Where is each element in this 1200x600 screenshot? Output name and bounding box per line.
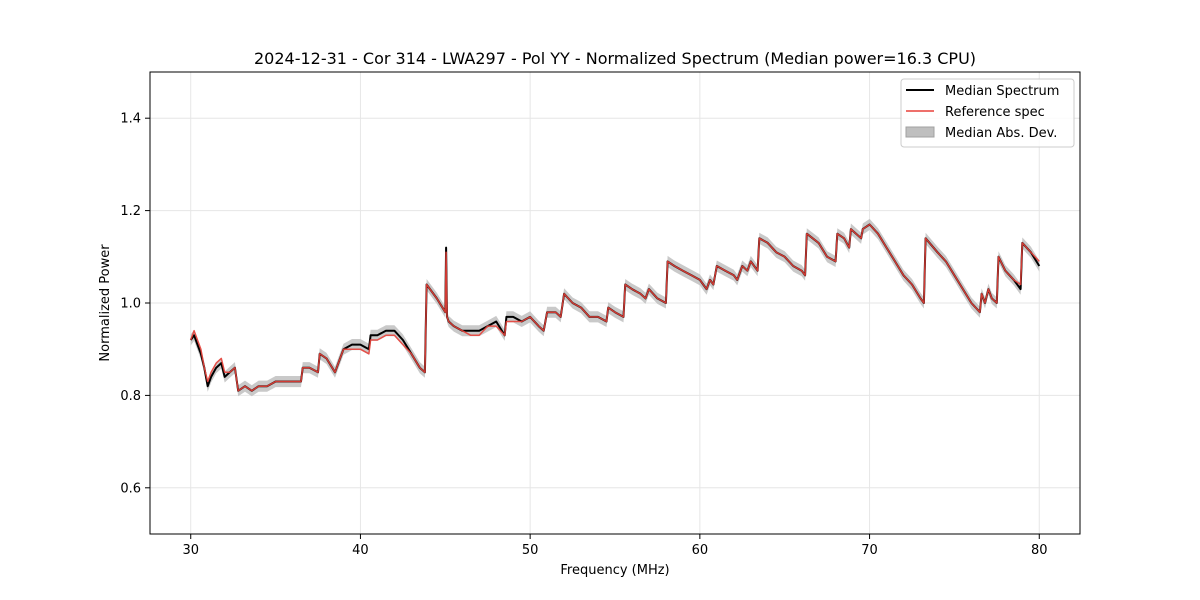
- x-tick-label: 60: [692, 543, 709, 558]
- x-tick-label: 50: [522, 543, 539, 558]
- legend: Median Spectrum Reference spec Median Ab…: [901, 79, 1074, 147]
- chart-title: 2024-12-31 - Cor 314 - LWA297 - Pol YY -…: [254, 49, 976, 68]
- legend-label-reference: Reference spec: [945, 105, 1045, 120]
- x-tick-label: 40: [352, 543, 369, 558]
- y-tick-label: 1.2: [120, 204, 141, 219]
- y-axis-label: Normalized Power: [98, 244, 113, 362]
- y-tick-label: 1.4: [120, 112, 141, 127]
- x-tick-label: 70: [861, 543, 878, 558]
- x-tick-label: 80: [1031, 543, 1048, 558]
- y-tick-label: 1.0: [120, 297, 141, 312]
- y-axis-ticks: 0.6 0.8 1.0 1.2 1.4: [120, 112, 150, 497]
- x-axis-ticks: 30 40 50 60 70 80: [182, 534, 1047, 558]
- y-tick-label: 0.8: [120, 389, 141, 404]
- legend-swatch-mad: [906, 127, 934, 137]
- x-axis-label: Frequency (MHz): [560, 563, 669, 578]
- spectrum-chart: 2024-12-31 - Cor 314 - LWA297 - Pol YY -…: [0, 0, 1200, 600]
- legend-label-median: Median Spectrum: [945, 84, 1059, 99]
- x-tick-label: 30: [182, 543, 199, 558]
- y-tick-label: 0.6: [120, 481, 141, 496]
- legend-label-mad: Median Abs. Dev.: [945, 126, 1057, 141]
